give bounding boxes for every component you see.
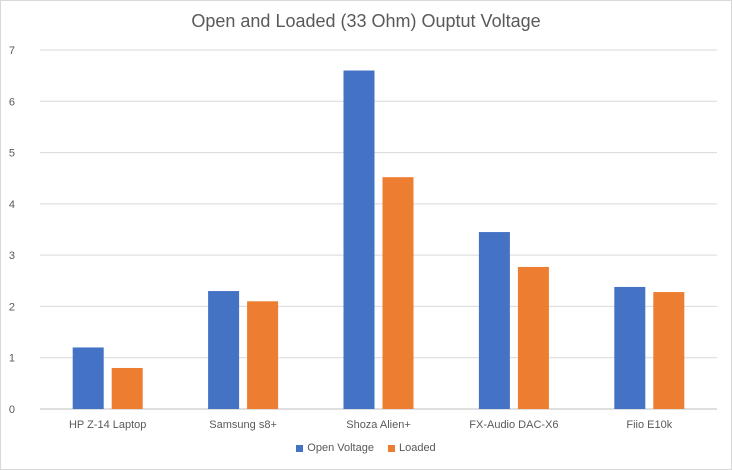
- x-tick-label: Fiio E10k: [626, 419, 672, 431]
- y-tick-label: 2: [9, 301, 15, 313]
- bar-open-voltage: [208, 291, 240, 409]
- x-tick-label: HP Z-14 Laptop: [69, 419, 146, 431]
- bar-open-voltage: [343, 70, 375, 409]
- bar-loaded: [517, 266, 549, 409]
- y-tick-label: 0: [9, 404, 15, 416]
- legend-label-open-voltage: Open Voltage: [307, 442, 374, 454]
- x-tick-label: Shoza Alien+: [346, 419, 411, 431]
- y-tick-label: 5: [9, 148, 15, 160]
- y-tick-label: 7: [9, 45, 15, 57]
- y-tick-label: 4: [9, 199, 15, 211]
- bar-loaded: [111, 367, 143, 409]
- legend-label-loaded: Loaded: [398, 442, 436, 454]
- legend-item-open-voltage: Open Voltage: [296, 442, 374, 454]
- bar-open-voltage: [72, 347, 104, 409]
- bar-loaded: [382, 177, 414, 409]
- y-tick-label: 3: [9, 250, 15, 262]
- legend-item-loaded: Loaded: [387, 442, 436, 454]
- legend-swatch-open-voltage: [296, 444, 304, 452]
- chart-title: Open and Loaded (33 Ohm) Ouptut Voltage: [191, 11, 541, 31]
- bar-loaded: [247, 301, 279, 409]
- bar-open-voltage: [478, 232, 510, 409]
- x-tick-label: FX-Audio DAC-X6: [469, 419, 558, 431]
- legend-swatch-loaded: [387, 444, 395, 452]
- y-tick-label: 1: [9, 353, 15, 365]
- x-tick-label: Samsung s8+: [209, 419, 277, 431]
- bar-loaded: [653, 292, 685, 409]
- legend: Open Voltage Loaded: [1, 442, 731, 454]
- y-tick-label: 6: [9, 96, 15, 108]
- bar-open-voltage: [614, 286, 646, 409]
